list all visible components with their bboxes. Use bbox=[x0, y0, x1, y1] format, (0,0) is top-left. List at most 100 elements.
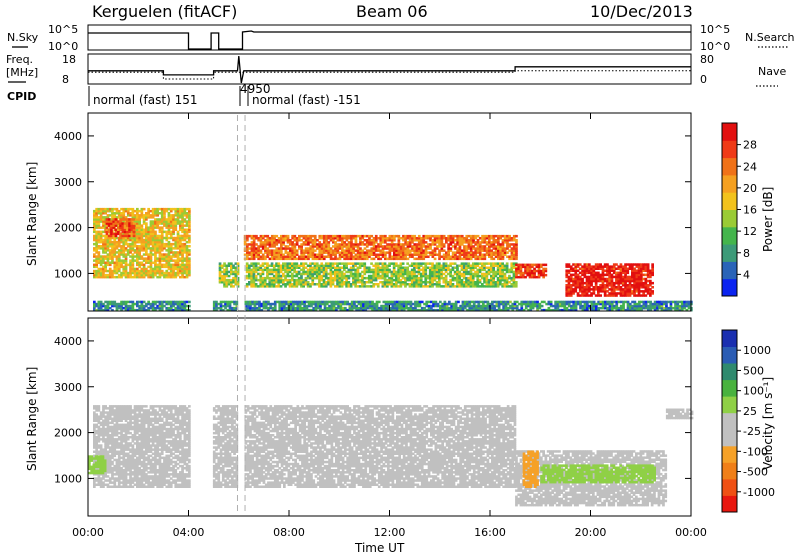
data-cell bbox=[642, 281, 645, 285]
data-cell bbox=[380, 308, 383, 312]
data-cell bbox=[246, 245, 249, 248]
data-cell bbox=[120, 265, 123, 269]
data-cell bbox=[515, 271, 518, 275]
data-cell bbox=[392, 285, 396, 288]
data-cell bbox=[499, 257, 502, 261]
data-cell bbox=[510, 285, 514, 288]
data-cell bbox=[374, 278, 378, 282]
data-cell bbox=[120, 236, 123, 240]
data-cell bbox=[163, 271, 166, 275]
data-cell bbox=[282, 268, 285, 272]
data-cell bbox=[383, 283, 387, 286]
data-cell bbox=[302, 283, 305, 286]
data-cell bbox=[156, 257, 159, 260]
nsky-panel-frame bbox=[87, 24, 692, 51]
data-cell bbox=[108, 245, 112, 248]
data-cell bbox=[352, 264, 355, 267]
data-cell bbox=[243, 253, 247, 256]
data-cell bbox=[499, 245, 502, 248]
data-cell bbox=[601, 281, 605, 285]
data-cell bbox=[615, 275, 618, 279]
data-cell bbox=[179, 275, 182, 279]
data-cell bbox=[399, 274, 403, 278]
data-cell bbox=[111, 259, 114, 262]
data-cell bbox=[642, 290, 645, 293]
data-cell bbox=[302, 262, 305, 265]
data-cell bbox=[402, 247, 405, 250]
data-cell bbox=[136, 216, 139, 219]
data-cell bbox=[188, 222, 191, 225]
data-cell bbox=[312, 300, 316, 304]
data-cell bbox=[393, 243, 396, 246]
data-cell bbox=[465, 251, 469, 254]
data-cell bbox=[359, 249, 362, 252]
data-cell bbox=[354, 278, 357, 282]
data-cell bbox=[646, 290, 650, 293]
data-cell bbox=[227, 274, 231, 278]
data-cell bbox=[283, 304, 286, 308]
data-cell bbox=[474, 281, 477, 284]
data-cell bbox=[407, 306, 410, 310]
data-cell bbox=[406, 268, 409, 272]
data-cell bbox=[183, 214, 187, 217]
data-cell bbox=[119, 220, 122, 223]
data-cell bbox=[93, 259, 96, 262]
data-cell bbox=[329, 239, 333, 242]
data-cell bbox=[252, 247, 256, 250]
data-cell bbox=[590, 271, 593, 275]
data-cell bbox=[117, 263, 121, 267]
data-cell bbox=[406, 274, 409, 278]
data-cell bbox=[117, 245, 121, 248]
nsearch-tick-bottom: 10^0 bbox=[700, 40, 730, 53]
data-cell bbox=[151, 249, 155, 252]
data-cell bbox=[176, 247, 180, 250]
data-cell bbox=[102, 242, 105, 246]
data-cell bbox=[463, 302, 467, 306]
data-cell bbox=[461, 300, 465, 304]
data-cell bbox=[116, 230, 120, 234]
data-cell bbox=[293, 255, 297, 258]
data-cell bbox=[131, 275, 135, 279]
data-cell bbox=[284, 257, 288, 261]
data-cell bbox=[179, 228, 182, 231]
data-cell bbox=[235, 300, 239, 304]
data-cell bbox=[277, 268, 281, 272]
data-cell bbox=[246, 237, 249, 240]
data-cell bbox=[140, 236, 144, 240]
data-cell bbox=[431, 276, 434, 280]
data-cell bbox=[172, 255, 175, 258]
data-cell bbox=[458, 239, 462, 242]
data-cell bbox=[567, 294, 571, 297]
data-cell bbox=[497, 247, 500, 250]
data-cell bbox=[318, 270, 321, 274]
data-cell bbox=[145, 245, 148, 248]
data-cell bbox=[154, 255, 157, 258]
data-cell bbox=[350, 241, 353, 244]
data-cell bbox=[379, 249, 383, 252]
data-cell bbox=[306, 270, 310, 274]
data-cell bbox=[581, 292, 584, 295]
data-cell bbox=[494, 281, 498, 284]
data-cell bbox=[338, 266, 342, 269]
data-cell bbox=[386, 251, 389, 254]
data-cell bbox=[359, 251, 362, 254]
data-cell bbox=[275, 278, 278, 282]
data-cell bbox=[624, 279, 627, 283]
data-cell bbox=[126, 212, 130, 215]
data-cell bbox=[451, 257, 455, 261]
data-cell bbox=[218, 266, 222, 269]
data-cell bbox=[145, 257, 148, 260]
data-cell bbox=[519, 273, 523, 277]
data-cell bbox=[476, 243, 480, 246]
data-cell bbox=[417, 234, 421, 238]
data-cell bbox=[460, 266, 464, 269]
data-cell bbox=[569, 279, 573, 283]
data-cell bbox=[503, 276, 507, 280]
data-cell bbox=[359, 234, 362, 238]
data-cell bbox=[517, 265, 521, 269]
data-cell bbox=[275, 270, 278, 274]
data-cell bbox=[130, 218, 134, 221]
data-cell bbox=[169, 259, 173, 262]
data-cell bbox=[438, 266, 441, 269]
data-cell bbox=[104, 275, 107, 279]
